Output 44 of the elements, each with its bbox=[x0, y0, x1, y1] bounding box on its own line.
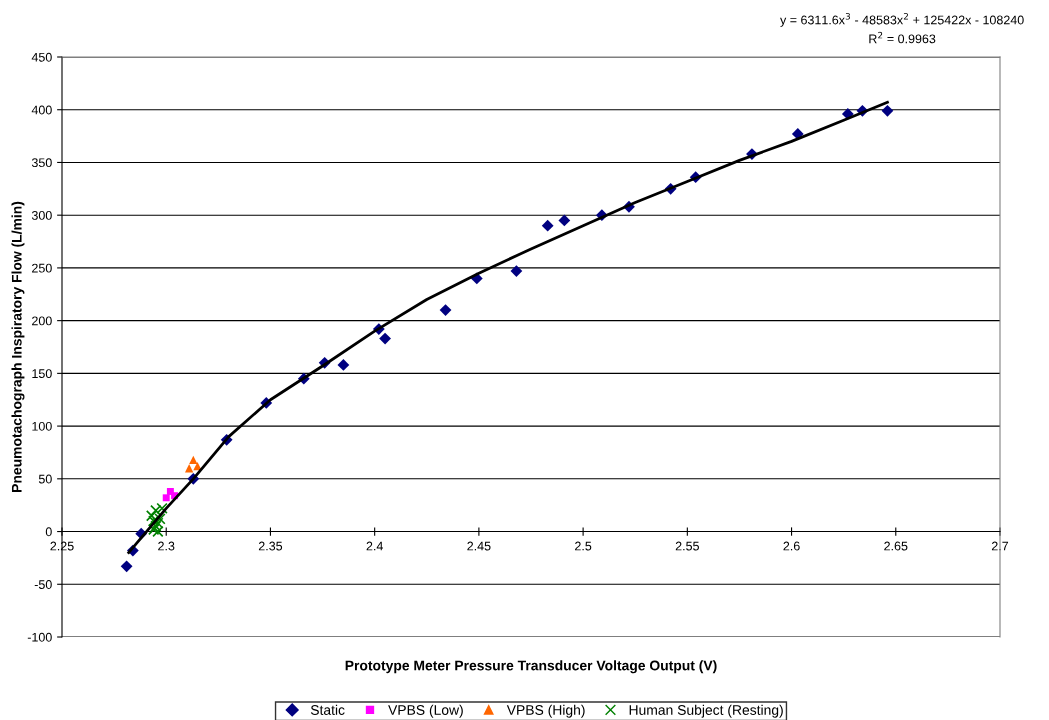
point bbox=[510, 265, 523, 277]
point bbox=[120, 560, 133, 573]
y-axis-title: Pneumotachograph Inspiratory Flow (L/min) bbox=[11, 201, 25, 492]
point bbox=[162, 494, 170, 502]
y-tick-label: 450 bbox=[31, 52, 52, 62]
legend-label: VPBS (Low) bbox=[388, 704, 463, 718]
legend-label: Human Subject (Resting) bbox=[629, 704, 783, 718]
point bbox=[189, 455, 198, 464]
point bbox=[337, 359, 350, 371]
x-tick-label: 2.45 bbox=[467, 541, 491, 551]
y-tick-label: 300 bbox=[31, 210, 52, 220]
y-tick-label: 250 bbox=[32, 263, 52, 273]
x-tick-label: 2.3 bbox=[158, 541, 175, 551]
point bbox=[541, 219, 554, 232]
point bbox=[558, 214, 571, 227]
x-tick-label: 2.65 bbox=[884, 541, 908, 551]
y-tick-label: 100 bbox=[32, 421, 52, 431]
point bbox=[881, 104, 894, 117]
x-tick-label: 2.7 bbox=[991, 541, 1009, 551]
y-tick-label: 0 bbox=[45, 527, 52, 537]
point bbox=[184, 464, 194, 473]
x-tick-label: 2.6 bbox=[783, 541, 800, 551]
point bbox=[152, 525, 164, 538]
legend-label: Static bbox=[310, 704, 345, 715]
x-tick-label: 2.35 bbox=[258, 541, 283, 551]
point bbox=[156, 502, 168, 515]
legend-label: VPBS (High) bbox=[506, 704, 585, 718]
point bbox=[148, 515, 160, 527]
y-tick-label: 150 bbox=[32, 369, 52, 379]
text: y = 6311.6x$^{3}$ - 48583x$^{2}$ + 125422x - 108240 bbox=[780, 13, 1024, 27]
x-tick-label: 2.55 bbox=[675, 541, 699, 551]
text: R$^{2}$ = 0.9963 bbox=[869, 31, 936, 44]
x-tick-label: 2.4 bbox=[366, 541, 383, 551]
y-tick-label: -100 bbox=[27, 632, 52, 642]
y-tick-label: 50 bbox=[38, 474, 52, 484]
point bbox=[379, 332, 391, 345]
point bbox=[148, 523, 160, 536]
x-tick-label: 2.5 bbox=[575, 541, 592, 551]
x-axis-title: Prototype Meter Pressure Transducer Voltage Output (V) bbox=[345, 660, 717, 674]
y-tick-label: 350 bbox=[31, 158, 52, 168]
y-tick-label: -50 bbox=[34, 580, 52, 589]
y-tick-label: 400 bbox=[31, 105, 52, 115]
point bbox=[439, 304, 452, 316]
y-tick-label: 200 bbox=[32, 316, 52, 326]
